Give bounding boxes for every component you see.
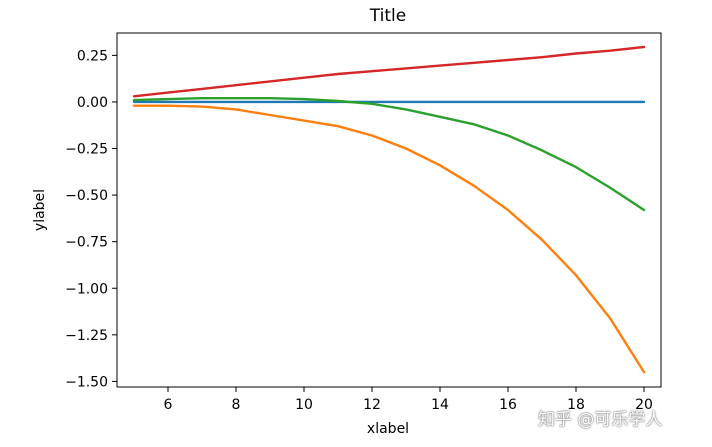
x-tick-label: 6 (164, 397, 173, 413)
y-tick-label: −1.00 (65, 281, 108, 297)
series-line-4 (132, 45, 646, 98)
series-line-3 (132, 96, 646, 212)
x-tick-label: 8 (232, 397, 241, 413)
x-tick-label: 14 (431, 397, 449, 413)
x-tick-label: 10 (295, 397, 313, 413)
y-tick-label: 0.25 (77, 48, 108, 64)
plot-area: 6 8 10 12 14 16 18 20 0.25 0.00 −0.25 −0.50 −0.75 −1.… (65, 32, 662, 413)
y-tick-label: −0.50 (65, 188, 108, 204)
x-tick-label: 16 (499, 397, 517, 413)
y-axis-label: ylabel (32, 189, 48, 231)
x-tick-label: 12 (363, 397, 381, 413)
series-line-2 (132, 104, 646, 374)
y-tick-label: −0.75 (65, 235, 108, 251)
plot-frame (116, 32, 662, 388)
y-tick-label: 0.00 (77, 95, 108, 111)
x-tick-label: 20 (635, 397, 653, 413)
x-tick-label: 18 (567, 397, 585, 413)
x-axis-label: xlabel (367, 421, 409, 437)
chart-title: Title (369, 6, 406, 26)
y-tick-label: −1.50 (65, 374, 108, 390)
y-tick-label: −1.25 (65, 328, 108, 344)
watermark-text: 知乎 @可乐学人 (538, 410, 663, 430)
y-tick-label: −0.25 (65, 142, 108, 158)
